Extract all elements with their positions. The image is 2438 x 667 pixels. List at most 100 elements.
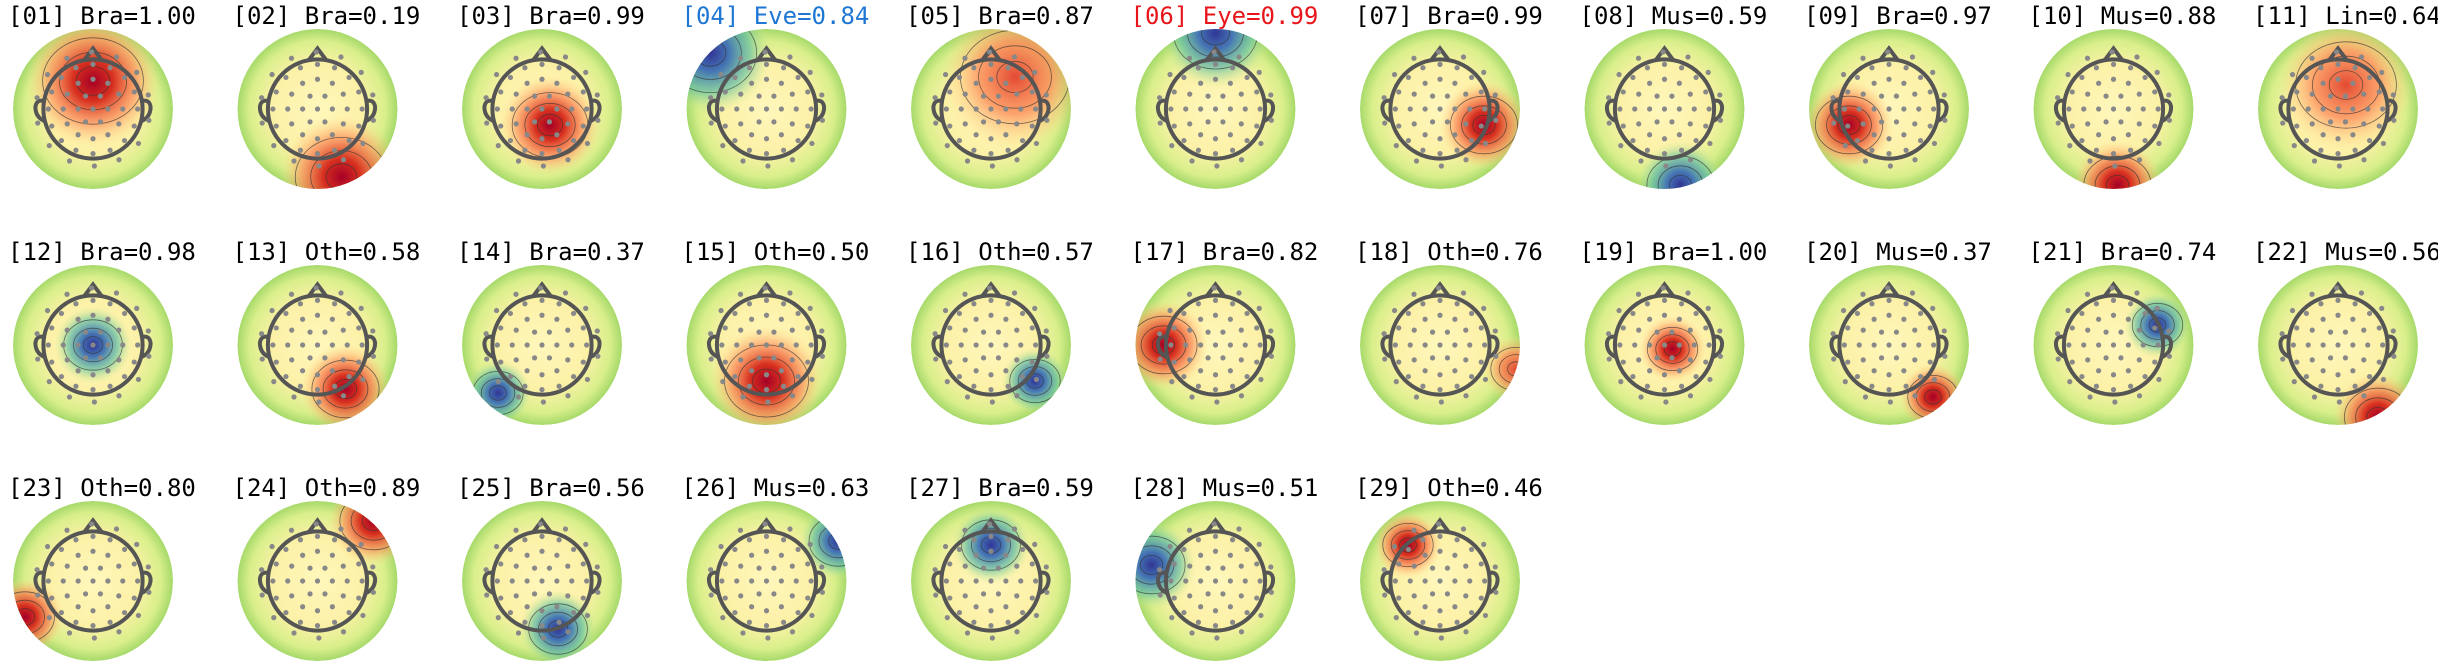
head-outline (265, 57, 370, 161)
electrode (1454, 619, 1460, 625)
electrode (1886, 372, 1892, 378)
electrode (1420, 619, 1426, 625)
electrode (1256, 305, 1262, 311)
electrode (1171, 123, 1177, 129)
electrode (1407, 578, 1413, 584)
electrode (1014, 563, 1020, 569)
electrode (580, 359, 586, 365)
topoplot: [06] Eye=0.99 (1131, 2, 1318, 189)
electrode (539, 151, 545, 157)
electrode (565, 121, 571, 127)
electrode (1257, 106, 1263, 112)
nose (755, 281, 778, 298)
electrode (780, 65, 787, 71)
electrode (509, 342, 515, 348)
electrode (1687, 393, 1694, 399)
electrode (1437, 342, 1443, 348)
component-title: [15] Oth=0.50 (682, 238, 870, 266)
electrode (988, 608, 994, 614)
electrode (1912, 393, 1918, 399)
electrode (718, 307, 724, 314)
topoplot: [25] Bra=0.56 (457, 474, 645, 661)
electrode (2125, 342, 2131, 348)
contour (978, 45, 1052, 109)
electrode (749, 368, 755, 374)
electrode (344, 342, 350, 348)
electrode (771, 355, 777, 361)
electrode (1268, 589, 1275, 595)
ear-left (931, 334, 944, 359)
electrode (116, 157, 122, 163)
electrode (570, 546, 577, 553)
electrode (1661, 106, 1668, 112)
electrode (1029, 123, 1035, 129)
electrode (1703, 325, 1709, 331)
topoplot: [12] Bra=0.98 (8, 238, 196, 425)
electrode (105, 106, 111, 112)
electrode (1482, 342, 1488, 348)
electrode (2054, 331, 2061, 337)
electrode (1678, 301, 1685, 307)
electrode (1227, 106, 1233, 112)
electrode (2335, 312, 2341, 318)
electrode (1705, 69, 1711, 75)
electrode (756, 355, 762, 361)
electrode (97, 565, 104, 571)
electrode (66, 630, 73, 636)
electrode (1003, 316, 1009, 322)
electrode (300, 342, 306, 348)
electrode (1644, 65, 1651, 71)
electrode (1661, 136, 1668, 142)
electrode (49, 561, 55, 567)
electrode (1663, 399, 1669, 405)
electrode (958, 106, 964, 112)
electrode (1886, 387, 1892, 393)
electrode (539, 608, 545, 614)
electrode (762, 285, 768, 291)
component-title: [24] Oth=0.89 (233, 474, 421, 502)
electrode (565, 563, 571, 569)
electrode (1647, 342, 1653, 348)
electrode (2136, 393, 2143, 399)
electrode (331, 147, 338, 153)
electrode (524, 368, 530, 374)
nose (531, 517, 553, 534)
ear-left (706, 98, 719, 123)
nose (1429, 45, 1451, 62)
electrode (307, 93, 313, 99)
electrode (283, 137, 289, 144)
electrode (90, 533, 96, 539)
electrode (722, 325, 728, 331)
electrode (565, 157, 571, 163)
activation-blob (951, 505, 1031, 585)
electrode (2154, 69, 2160, 75)
activation-blob (1635, 140, 1726, 189)
activation-blob (1135, 520, 1197, 610)
electrode (795, 373, 801, 380)
electrode (1636, 91, 1642, 97)
electrode (973, 578, 979, 584)
head-outline (490, 57, 594, 161)
electrode (1468, 546, 1475, 553)
nose (1653, 45, 1676, 62)
ear-right (1712, 334, 1725, 359)
electrode (2103, 93, 2109, 99)
electrode (740, 394, 746, 400)
electrode (2112, 163, 2118, 169)
electrode (2125, 80, 2131, 86)
electrode (988, 342, 994, 348)
electrode (1198, 106, 1204, 112)
electrode (1258, 140, 1264, 147)
electrode (2320, 342, 2326, 348)
electrode (1167, 543, 1173, 550)
electrode (1886, 151, 1892, 157)
ear-left (931, 98, 944, 123)
scalp-map (13, 501, 173, 661)
electrode (1220, 329, 1226, 335)
ear-right (2385, 98, 2398, 123)
electrode (1382, 356, 1388, 362)
electrode (1268, 92, 1274, 98)
electrode (778, 578, 784, 584)
electrode (291, 158, 297, 164)
electrode (1238, 593, 1244, 599)
